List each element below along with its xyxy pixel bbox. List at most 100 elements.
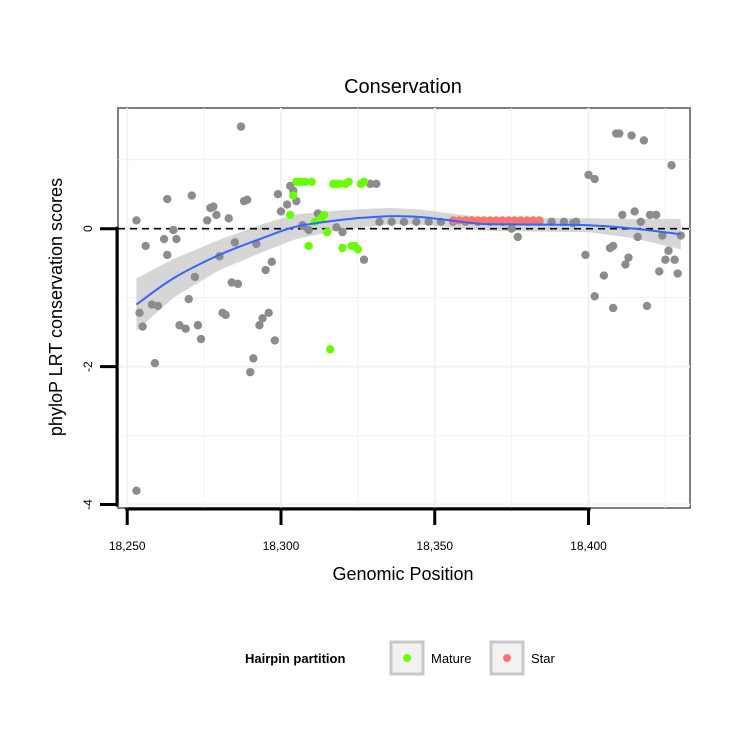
confidence-band-area bbox=[136, 208, 681, 331]
data-point-other bbox=[270, 336, 280, 345]
data-point-other bbox=[172, 234, 181, 244]
data-point-other bbox=[658, 231, 667, 240]
data-point-other bbox=[636, 217, 645, 226]
data-point-other bbox=[670, 255, 679, 264]
data-point-star bbox=[479, 216, 489, 225]
data-point-star bbox=[485, 216, 495, 225]
data-point-other bbox=[202, 216, 212, 225]
x-tick-label: 18,400 bbox=[570, 539, 607, 553]
data-point-other bbox=[212, 210, 221, 220]
data-point-other bbox=[590, 174, 599, 184]
data-point-other bbox=[304, 225, 313, 235]
data-point-other bbox=[150, 358, 160, 368]
data-point-other bbox=[193, 321, 203, 330]
data-point-other bbox=[633, 232, 642, 242]
data-point-other bbox=[153, 301, 163, 311]
data-point-other bbox=[676, 231, 685, 240]
data-point-other bbox=[673, 269, 682, 278]
data-point-star bbox=[535, 216, 544, 225]
data-point-other bbox=[584, 170, 593, 180]
data-point-star bbox=[492, 216, 501, 225]
data-point-other bbox=[642, 301, 652, 311]
data-point-other bbox=[615, 129, 624, 138]
data-point-other bbox=[507, 224, 516, 233]
data-point-other bbox=[651, 210, 661, 220]
data-point-other bbox=[264, 308, 273, 318]
data-point-mature bbox=[319, 210, 329, 220]
legend-key-mature bbox=[403, 654, 411, 662]
data-point-other bbox=[135, 308, 144, 318]
data-point-other bbox=[645, 210, 655, 220]
legend-label-mature: Mature bbox=[431, 651, 471, 666]
smooth-curve-line bbox=[135, 215, 681, 306]
data-point-mature bbox=[289, 191, 298, 200]
data-point-other bbox=[608, 303, 618, 313]
data-point-star bbox=[504, 216, 513, 225]
data-point-other bbox=[132, 216, 141, 225]
data-point-other bbox=[399, 217, 409, 226]
data-point-other bbox=[338, 227, 347, 237]
data-point-mature bbox=[353, 245, 363, 254]
data-point-other bbox=[249, 354, 258, 363]
legend: Hairpin partition Mature Star bbox=[245, 640, 556, 676]
data-point-other bbox=[209, 202, 218, 211]
data-point-other bbox=[255, 321, 264, 330]
plot-panel bbox=[117, 107, 691, 509]
data-point-other bbox=[624, 253, 633, 262]
data-point-mature bbox=[322, 227, 332, 237]
y-axis: 0 -2 -4 bbox=[81, 225, 119, 510]
x-axis: 18,250 18,300 18,350 18,400 bbox=[109, 507, 607, 553]
data-point-star bbox=[516, 216, 526, 225]
data-point-other bbox=[273, 190, 283, 199]
data-point-other bbox=[621, 260, 630, 269]
data-point-other bbox=[608, 241, 618, 251]
y-axis-title: phyloP LRT conservation scores bbox=[46, 178, 66, 436]
data-point-star bbox=[510, 216, 519, 225]
data-point-other bbox=[590, 292, 599, 301]
data-point-star bbox=[522, 216, 532, 225]
data-point-other bbox=[568, 218, 578, 228]
data-point-mature bbox=[359, 177, 369, 186]
data-point-other bbox=[246, 367, 255, 377]
data-point-other bbox=[141, 241, 150, 251]
data-point-other bbox=[627, 131, 636, 140]
data-point-other bbox=[138, 322, 147, 331]
data-point-other bbox=[261, 265, 270, 275]
x-tick-label: 18,350 bbox=[416, 539, 453, 553]
confidence-band bbox=[136, 208, 681, 331]
data-point-other bbox=[639, 136, 649, 145]
data-point-other bbox=[181, 324, 190, 333]
data-point-other bbox=[630, 207, 639, 216]
data-point-other bbox=[276, 207, 286, 216]
y-tick-label: 0 bbox=[81, 225, 95, 232]
data-point-mature bbox=[301, 177, 310, 186]
data-point-other bbox=[132, 486, 141, 495]
data-point-other bbox=[230, 238, 240, 247]
data-point-other bbox=[184, 294, 193, 304]
data-point-other bbox=[282, 200, 292, 209]
data-point-mature bbox=[286, 210, 295, 220]
data-point-other bbox=[655, 267, 664, 276]
data-point-mature bbox=[325, 345, 335, 354]
data-point-star bbox=[528, 216, 538, 225]
data-point-other bbox=[187, 191, 197, 200]
data-point-star bbox=[498, 216, 507, 225]
data-point-other bbox=[599, 271, 609, 280]
data-point-other bbox=[664, 246, 673, 255]
x-axis-title: Genomic Position bbox=[332, 564, 473, 584]
data-point-mature bbox=[338, 243, 347, 253]
data-point-other bbox=[359, 255, 369, 264]
data-point-other bbox=[667, 161, 676, 170]
data-point-other bbox=[267, 257, 276, 266]
data-point-other bbox=[159, 234, 169, 244]
data-point-other bbox=[618, 210, 627, 220]
data-point-other bbox=[513, 232, 522, 242]
x-tick-label: 18,250 bbox=[109, 539, 146, 553]
grid-lines bbox=[118, 108, 690, 508]
data-point-other bbox=[224, 214, 233, 223]
data-point-other bbox=[196, 334, 206, 344]
legend-key-star bbox=[503, 654, 511, 662]
data-points bbox=[132, 122, 685, 495]
data-point-other bbox=[372, 179, 381, 189]
